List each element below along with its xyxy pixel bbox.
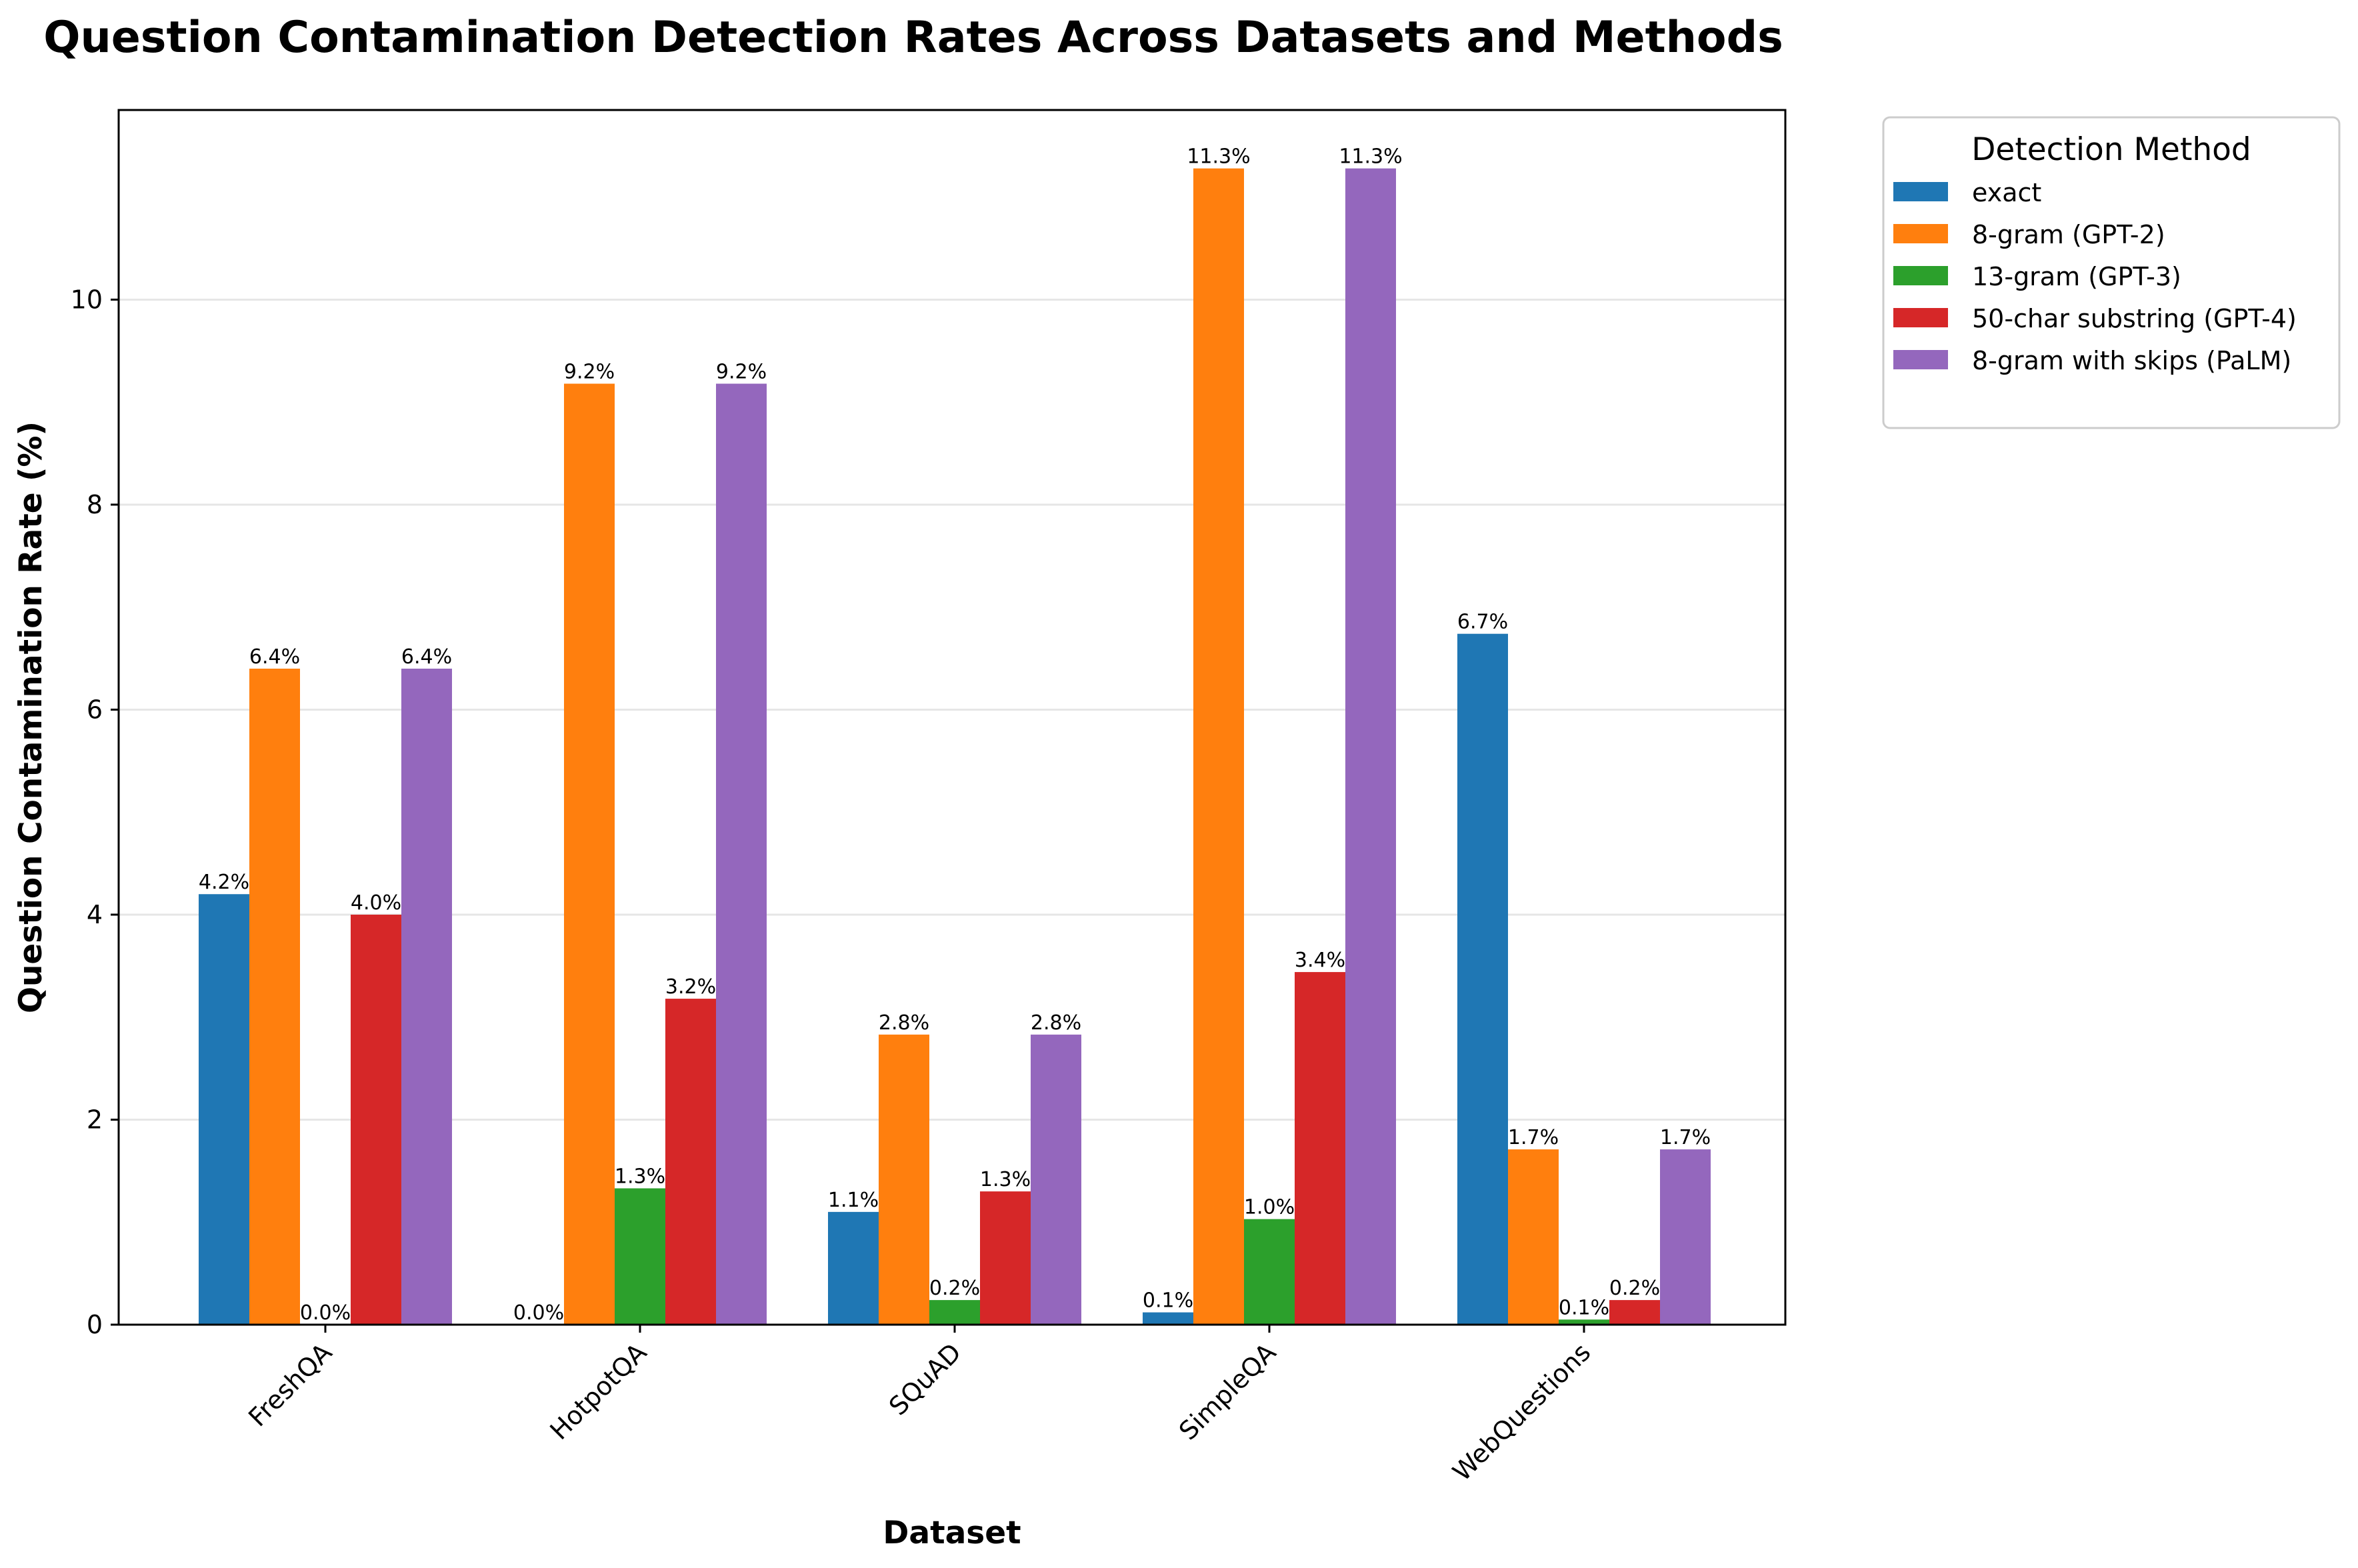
bar-value-label: 0.0% xyxy=(300,1301,351,1325)
bar-value-label: 11.3% xyxy=(1339,145,1402,169)
bar xyxy=(1457,633,1508,1325)
y-tick-label: 10 xyxy=(71,285,103,314)
bars xyxy=(199,168,1711,1325)
bar xyxy=(615,1188,665,1325)
x-axis-label: Dataset xyxy=(883,1515,1021,1551)
bar-value-label: 9.2% xyxy=(716,361,767,384)
bar xyxy=(828,1211,879,1325)
bar-value-label: 1.7% xyxy=(1660,1126,1711,1149)
bar xyxy=(401,668,452,1325)
bar-value-label: 1.3% xyxy=(615,1165,665,1189)
bar xyxy=(199,894,249,1325)
y-tick-label: 8 xyxy=(87,490,103,519)
data-labels: 4.2% 0.0% 1.1% 0.1% 6.7% 6.4% 9.2% 2.8% 11.3% 1.7… xyxy=(199,145,1711,1325)
bar xyxy=(879,1034,929,1325)
y-tick-label: 4 xyxy=(87,900,103,929)
bar xyxy=(1031,1034,1081,1325)
bar-value-label: 1.3% xyxy=(980,1168,1031,1191)
bar xyxy=(249,668,300,1325)
bar-value-label: 0.0% xyxy=(513,1301,564,1325)
bar-value-label: 4.2% xyxy=(199,871,249,894)
bar xyxy=(1244,1219,1295,1325)
bar xyxy=(1295,972,1345,1325)
bar-value-label: 2.8% xyxy=(1031,1011,1081,1035)
bar xyxy=(929,1300,980,1325)
legend-swatch xyxy=(1893,224,1948,243)
y-axis: 0 2 4 6 8 10 xyxy=(71,285,119,1339)
legend-swatch xyxy=(1893,350,1948,369)
bar xyxy=(1345,168,1396,1325)
legend-box xyxy=(1882,116,2341,429)
bar xyxy=(1193,168,1244,1325)
bar-value-label: 1.0% xyxy=(1244,1196,1295,1219)
bar-value-label: 0.1% xyxy=(1559,1296,1609,1319)
y-tick-label: 6 xyxy=(87,695,103,724)
bar xyxy=(1660,1149,1711,1325)
bar xyxy=(665,999,716,1325)
chart-title: Question Contamination Detection Rates A… xyxy=(43,13,1783,63)
legend-swatch xyxy=(1893,182,1948,201)
bar-value-label: 4.0% xyxy=(351,891,401,915)
plot-frame xyxy=(117,109,1787,1326)
bar-value-label: 3.2% xyxy=(665,975,716,999)
legend-title: Detection Method xyxy=(1971,131,2251,168)
bar-value-label: 6.7% xyxy=(1457,611,1508,634)
bar-value-label: 6.4% xyxy=(249,645,300,669)
legend-entry: 8-gram with skips (PaLM) xyxy=(1972,346,2291,375)
legend-entry: exact xyxy=(1972,178,2041,207)
legend-entry: 13-gram (GPT-3) xyxy=(1972,262,2181,291)
y-tick-label: 2 xyxy=(87,1105,103,1134)
bar xyxy=(1143,1312,1193,1325)
legend-entry: 8-gram (GPT-2) xyxy=(1972,220,2165,249)
y-tick-label: 0 xyxy=(87,1310,103,1339)
bar xyxy=(716,383,767,1325)
bar xyxy=(351,914,401,1325)
bar xyxy=(980,1191,1031,1325)
bar-value-label: 11.3% xyxy=(1187,145,1250,169)
bar-value-label: 3.4% xyxy=(1295,949,1345,972)
legend-entry: 50-char substring (GPT-4) xyxy=(1972,304,2297,333)
bar xyxy=(1508,1149,1559,1325)
legend-items: exact 8-gram (GPT-2) 13-gram (GPT-3) 50-cha… xyxy=(1893,178,2297,375)
bar-value-label: 6.4% xyxy=(401,645,452,669)
bar-value-label: 1.1% xyxy=(828,1189,879,1212)
bar-value-label: 9.2% xyxy=(564,361,615,384)
bar-value-label: 0.2% xyxy=(1609,1277,1660,1300)
legend: Detection Method exact 8-gram (GPT-2) 13-g… xyxy=(1882,116,2341,429)
bar-value-label: 1.7% xyxy=(1508,1126,1559,1149)
bar xyxy=(1609,1300,1660,1325)
bar-value-label: 0.2% xyxy=(929,1277,980,1300)
y-axis-label: Question Contamination Rate (%) xyxy=(13,421,49,1013)
legend-swatch xyxy=(1893,308,1948,327)
bar xyxy=(1559,1319,1609,1325)
legend-swatch xyxy=(1893,266,1948,285)
bar-value-label: 2.8% xyxy=(879,1011,929,1035)
bar xyxy=(564,383,615,1325)
bar-value-label: 0.1% xyxy=(1143,1289,1193,1313)
